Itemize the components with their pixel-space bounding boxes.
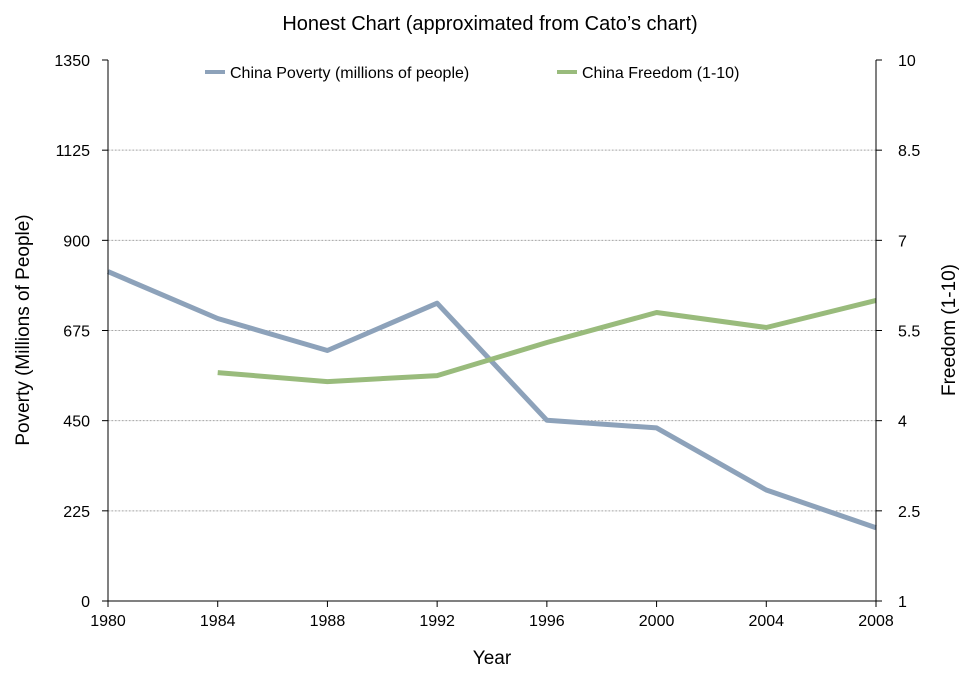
right-tick-label: 1 [898, 594, 907, 611]
y2-axis-label: Freedom (1-10) [939, 264, 960, 396]
series-line-poverty [107, 269, 877, 531]
left-axis-ticks: 0 225 450 675 900 1125 1350 [54, 53, 108, 611]
right-tick-label: 2.5 [898, 504, 920, 521]
left-tick-label: 1125 [56, 143, 91, 160]
legend: China Poverty (millions of people) China … [205, 65, 739, 82]
left-tick-label: 675 [63, 324, 90, 341]
left-tick-label: 450 [63, 414, 90, 431]
series-lines [107, 269, 877, 531]
chart-title: Honest Chart (approximated from Cato’s c… [282, 13, 697, 35]
right-tick-label: 7 [898, 233, 907, 250]
left-tick-label: 1350 [54, 53, 90, 70]
x-tick-label: 2004 [748, 613, 784, 630]
series-line-freedom [217, 297, 877, 385]
right-tick-label: 5.5 [898, 324, 920, 341]
right-tick-label: 8.5 [898, 143, 920, 160]
x-axis-ticks: 1980 1984 1988 1992 1996 2000 2004 2008 [90, 601, 894, 630]
right-tick-label: 10 [898, 53, 916, 70]
left-tick-label: 900 [63, 233, 90, 250]
left-tick-label: 225 [63, 504, 90, 521]
x-tick-label: 2000 [639, 613, 675, 630]
x-tick-label: 1996 [529, 613, 565, 630]
x-tick-label: 1984 [200, 613, 236, 630]
legend-label: China Poverty (millions of people) [230, 65, 469, 82]
right-tick-label: 4 [898, 414, 907, 431]
right-axis-ticks: 1 2.5 4 5.5 7 8.5 10 [876, 53, 920, 611]
x-tick-label: 1980 [90, 613, 126, 630]
legend-label: China Freedom (1-10) [582, 65, 739, 82]
x-axis-label: Year [473, 648, 512, 669]
left-tick-label: 0 [81, 594, 90, 611]
grid-lines [108, 149, 876, 512]
x-tick-label: 2008 [858, 613, 894, 630]
x-tick-label: 1992 [419, 613, 455, 630]
x-tick-label: 1988 [310, 613, 346, 630]
y-axis-label: Poverty (Millions of People) [13, 214, 34, 445]
